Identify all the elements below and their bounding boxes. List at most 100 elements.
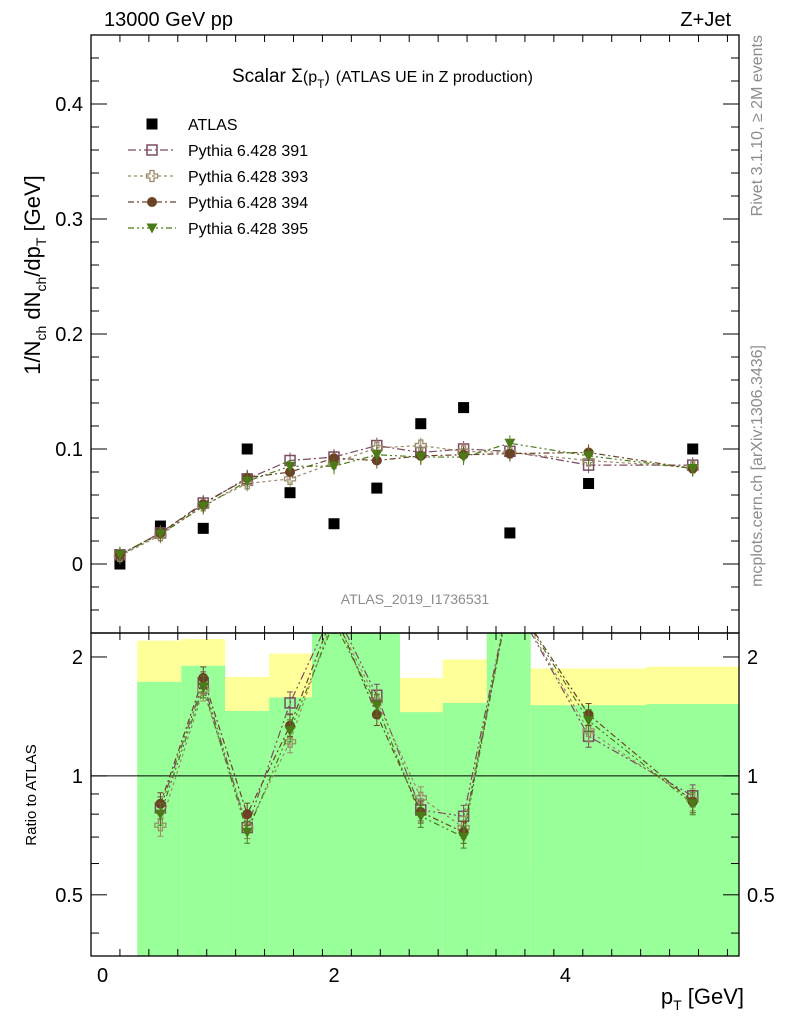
y-tick-label: 0.1: [55, 439, 83, 461]
main-title: Scalar Σ(pT) (ATLAS UE in Z production): [232, 66, 533, 91]
ylabel-b: dN: [20, 292, 45, 326]
data-marker: [114, 558, 126, 570]
series-line: [119, 442, 693, 556]
legend-label: ATLAS: [188, 117, 238, 134]
title-sub: T: [317, 77, 325, 91]
data-marker: [329, 604, 339, 614]
data-marker: [687, 443, 699, 455]
band-green: [137, 681, 182, 956]
band-green: [269, 697, 313, 956]
data-marker: [687, 464, 699, 475]
title-rest: (ATLAS UE in Z production): [336, 69, 533, 86]
xlabel-p: p: [661, 984, 673, 1009]
data-marker: [242, 809, 253, 820]
ratio-y-tick-label: 2: [72, 647, 83, 669]
data-marker: [154, 819, 167, 832]
ylabel-a-sub: ch: [33, 326, 49, 341]
ratio-y-tick-label-right: 0.5: [747, 885, 775, 907]
data-marker: [284, 487, 296, 499]
data-marker: [458, 832, 470, 843]
data-marker: [582, 454, 595, 467]
ratio-y-tick-label: 1: [72, 766, 83, 788]
x-tick-label: 2: [328, 965, 339, 987]
data-marker: [284, 697, 296, 709]
data-marker: [415, 452, 427, 463]
series-line: [119, 451, 693, 556]
data-marker: [329, 607, 339, 617]
ylabel-c-sub: T: [33, 237, 49, 246]
data-marker: [329, 610, 340, 621]
band-green: [312, 633, 356, 956]
data-marker: [504, 589, 515, 600]
data-marker: [415, 418, 427, 430]
data-marker: [371, 450, 383, 461]
header-left-label: 13000 GeV pp: [104, 9, 233, 31]
data-marker: [284, 726, 296, 737]
data-marker: [328, 518, 340, 530]
legend: ATLAS Pythia 6.428 391 Pythia 6.428 393 Pyt…: [128, 117, 308, 238]
data-marker: [687, 799, 699, 810]
y-tick-label: 0.4: [55, 94, 83, 116]
data-marker: [197, 682, 209, 693]
data-marker: [414, 791, 427, 804]
side-label-bottom: mcplots.cern.ch [arXiv:1306.3436]: [749, 345, 766, 587]
data-marker: [371, 700, 383, 711]
y-tick-label: 0.3: [55, 209, 83, 231]
ylabel-b-sub: ch: [33, 277, 49, 292]
band-green: [355, 633, 400, 956]
ratio-y-tick-label-right: 2: [747, 647, 758, 669]
data-marker: [283, 472, 297, 486]
data-marker: [241, 827, 253, 838]
main-y-axis-label: 1/Nch dNch/dpT [GeV]: [20, 175, 49, 375]
data-marker: [146, 223, 158, 234]
ratio-y-axis-label: Ratio to ATLAS: [23, 744, 40, 845]
data-marker: [329, 618, 340, 628]
data-marker: [197, 522, 209, 534]
data-marker: [283, 735, 297, 748]
title-sigma: Σ: [291, 66, 303, 87]
legend-label: Pythia 6.428 395: [188, 221, 308, 238]
main-plot: [113, 402, 699, 570]
xlabel-sub: T: [673, 997, 682, 1013]
data-marker: [415, 811, 427, 822]
data-marker: [504, 438, 516, 449]
data-marker: [505, 590, 515, 600]
band-green: [399, 712, 443, 956]
data-marker: [414, 439, 427, 452]
data-marker: [371, 482, 383, 494]
axes: 0 0.1 0.2 0.3 0.4 0 2 4 0.5 0.5 1 1 2 2: [55, 34, 775, 987]
ratio-y-tick-label: 0.5: [55, 885, 83, 907]
title-prefix: Scalar: [232, 66, 291, 87]
ratio-frame: [90, 632, 740, 957]
x-tick-label: 4: [560, 965, 571, 987]
ratio-y-tick-label-right: 1: [747, 766, 758, 788]
x-axis-label: pT [GeV]: [661, 984, 744, 1013]
title-close: ): [324, 69, 329, 86]
series-line: [119, 444, 693, 556]
legend-label: Pythia 6.428 393: [188, 169, 308, 186]
side-label-top: Rivet 3.1.10, ≥ 2M events: [749, 35, 766, 216]
data-marker: [583, 716, 595, 727]
data-marker: [145, 169, 159, 183]
analysis-label: ATLAS_2019_I1736531: [341, 591, 490, 607]
data-marker: [146, 118, 158, 130]
ylabel-d: [GeV]: [20, 175, 45, 237]
data-marker: [154, 809, 166, 820]
data-marker: [284, 461, 296, 472]
data-marker: [329, 453, 339, 464]
band-green: [181, 665, 226, 956]
data-marker: [504, 448, 515, 459]
data-marker: [582, 724, 595, 738]
title-p: (p: [303, 69, 317, 86]
data-marker: [583, 478, 595, 489]
data-marker: [197, 502, 209, 512]
xlabel-rest: [GeV]: [682, 984, 744, 1009]
y-tick-label: 0: [72, 554, 83, 576]
series-line: [119, 444, 693, 557]
header-right-label: Z+Jet: [680, 9, 731, 31]
y-tick-label: 0.2: [55, 324, 83, 346]
legend-label: Pythia 6.428 391: [188, 143, 308, 160]
data-marker: [154, 529, 166, 540]
data-marker: [583, 451, 595, 462]
band-green: [646, 704, 739, 956]
